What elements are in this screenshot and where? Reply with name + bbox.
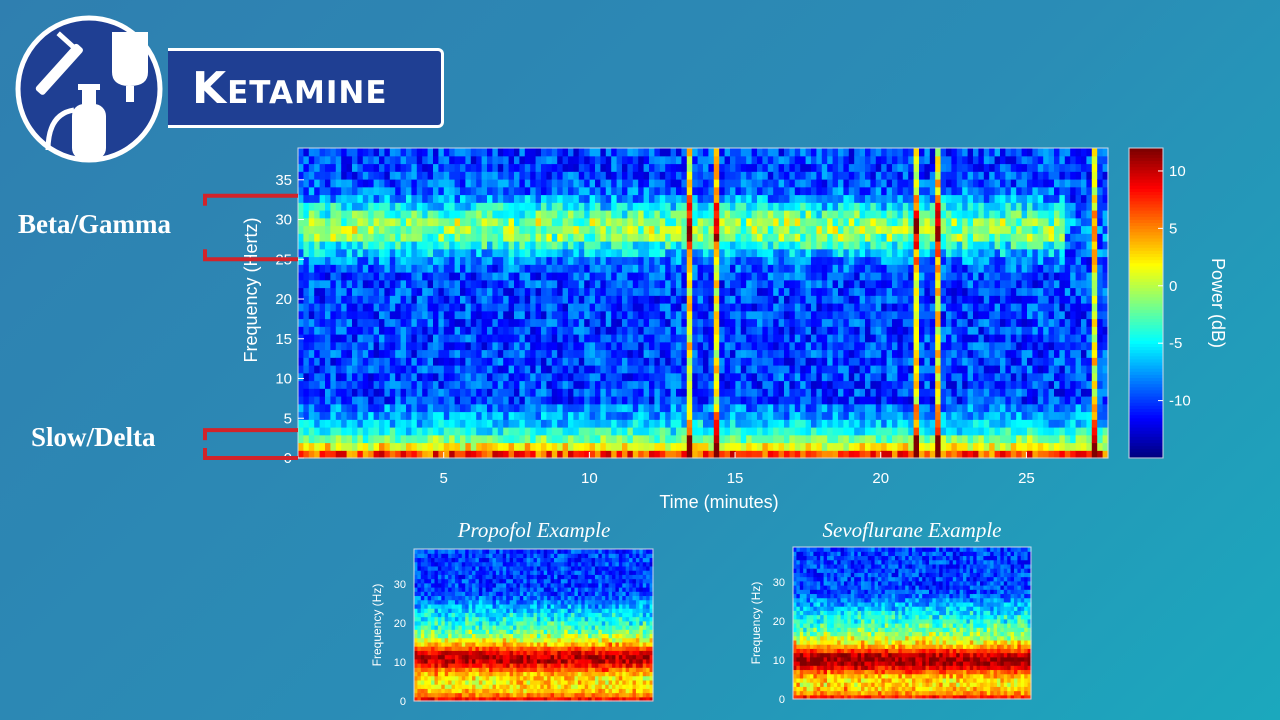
sevoflurane-heatmap (793, 547, 1032, 700)
propofol-heatmap (414, 549, 654, 702)
title-banner: Ketamine (168, 48, 444, 128)
y-axis-label: Frequency (Hertz) (241, 217, 261, 362)
x-tick-label: 10 (581, 470, 598, 487)
y-tick-label: 30 (394, 579, 406, 591)
propofol-y-axis-label: Frequency (Hz) (370, 584, 384, 667)
colorbar-tick-label: -10 (1169, 393, 1191, 410)
colorbar: -10 -5 0 5 10 Power (dB) (1128, 147, 1228, 459)
sevoflurane-frame (792, 546, 1032, 700)
y-tick-label: 20 (773, 616, 785, 628)
colorbar-label: Power (dB) (1208, 258, 1228, 348)
slow-delta-bracket (203, 428, 298, 460)
y-tick-label: 0 (779, 694, 785, 706)
sevoflurane-y-axis-label: Frequency (Hz) (749, 582, 763, 665)
x-tick-label: 20 (872, 470, 889, 487)
anesthesia-logo (15, 15, 163, 163)
colorbar-tick-label: 5 (1169, 220, 1177, 237)
x-axis-label: Time (minutes) (659, 492, 778, 512)
beta-gamma-bracket (203, 193, 298, 262)
syringe-icon (35, 31, 83, 95)
sevoflurane-title: Sevoflurane Example (822, 518, 1002, 542)
main-heatmap (298, 148, 1109, 459)
y-tick-label: 10 (773, 655, 785, 667)
sevoflurane-axes: 0 10 20 30 Frequency (Hz) (749, 546, 1032, 706)
propofol-axes: 0 10 20 30 Frequency (Hz) (370, 548, 654, 708)
colorbar-tick-label: 0 (1169, 278, 1177, 295)
y-tick-label: 5 (284, 410, 292, 427)
propofol-frame (413, 548, 654, 702)
y-tick-label: 10 (394, 657, 406, 669)
page-title: Ketamine (192, 62, 388, 114)
slow-delta-label: Slow/Delta (31, 422, 156, 452)
y-tick-label: 30 (773, 577, 785, 589)
gas-cylinder-icon (45, 84, 106, 160)
colorbar-tick-label: 10 (1169, 163, 1186, 180)
beta-gamma-label: Beta/Gamma (18, 209, 171, 239)
y-tick-label: 20 (394, 618, 406, 630)
x-tick-label: 5 (440, 470, 448, 487)
y-tick-label: 35 (275, 172, 292, 189)
y-tick-label: 30 (275, 212, 292, 229)
y-tick-label: 20 (275, 291, 292, 308)
main-plot-frame (297, 147, 1109, 459)
x-tick-label: 25 (1018, 470, 1035, 487)
iv-bag-icon (112, 32, 148, 102)
propofol-title: Propofol Example (457, 518, 611, 542)
y-tick-label: 15 (275, 331, 292, 348)
main-axes: 51015202505101520253035Time (minutes)Fre… (241, 147, 1109, 512)
colorbar-tick-label: -5 (1169, 335, 1182, 352)
colorbar-frame (1128, 147, 1164, 459)
y-tick-label: 0 (400, 696, 406, 708)
y-tick-label: 10 (275, 371, 292, 388)
x-tick-label: 15 (727, 470, 744, 487)
